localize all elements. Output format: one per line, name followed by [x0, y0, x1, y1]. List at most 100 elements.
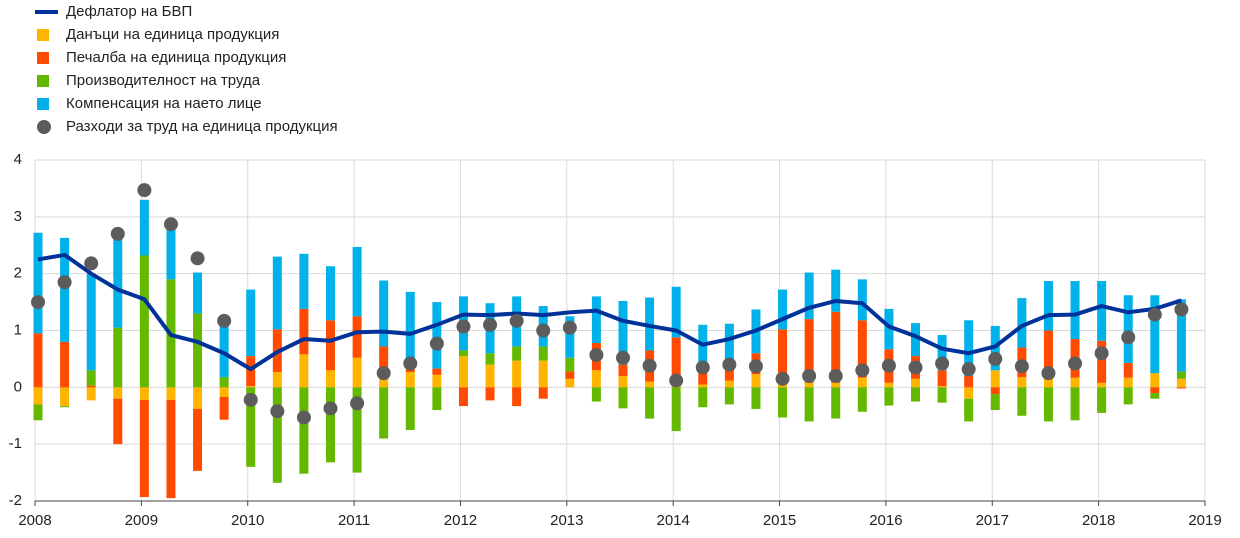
bar-segment — [804, 272, 814, 320]
x-tick-label: 2019 — [1188, 512, 1221, 529]
bar-segment — [432, 302, 442, 369]
bar-segment — [113, 398, 123, 445]
bar-segment — [219, 377, 229, 388]
bar-segment — [299, 354, 309, 388]
bar-segment — [857, 320, 867, 378]
bar-segment — [778, 289, 788, 330]
dot — [84, 256, 99, 271]
bar-segment — [512, 387, 522, 407]
bar-segment — [671, 337, 681, 385]
bar-segment — [193, 408, 203, 471]
legend-marker — [37, 52, 49, 64]
dot — [828, 368, 843, 383]
y-tick-label: 1 — [14, 321, 22, 338]
bar-segment — [33, 232, 43, 334]
bar-segment — [937, 335, 947, 371]
bar-segment — [246, 387, 256, 467]
bar-segment — [698, 387, 708, 408]
y-tick-label: -1 — [9, 435, 22, 452]
bar-segment — [618, 375, 628, 388]
bar-segment — [565, 316, 575, 358]
bar-segment — [884, 308, 894, 350]
bar-segment — [671, 286, 681, 338]
dot — [775, 371, 790, 386]
bar-segment — [1017, 298, 1027, 348]
dot — [163, 217, 178, 232]
bar-segment — [565, 357, 575, 372]
dot — [669, 373, 684, 388]
bar-segment — [485, 364, 495, 388]
dot — [536, 323, 551, 338]
x-tick-label: 2018 — [1082, 512, 1115, 529]
dot — [935, 356, 950, 371]
bar-segment — [139, 399, 149, 498]
legend-label: Производителност на труда — [66, 72, 261, 89]
bar-segment — [33, 404, 43, 421]
bar-segment — [272, 387, 282, 483]
bar-segment — [591, 370, 601, 388]
bar-segment — [565, 371, 575, 379]
y-tick-label: 0 — [14, 378, 22, 395]
bar-segment — [698, 365, 708, 385]
bar-segment — [166, 228, 176, 280]
bar-segment — [458, 387, 468, 407]
bar-segment — [60, 387, 70, 407]
dot — [1121, 330, 1136, 345]
bar-segment — [485, 387, 495, 401]
dot — [961, 362, 976, 377]
bar-segment — [166, 387, 176, 400]
bar-segment — [512, 360, 522, 388]
bar-segment — [139, 255, 149, 388]
bar-segment — [724, 380, 734, 388]
dot — [31, 295, 45, 310]
bar-segment — [964, 375, 974, 388]
bar-segment — [219, 396, 229, 420]
dot — [429, 336, 444, 351]
bar-segment — [1150, 387, 1160, 394]
dot — [110, 226, 125, 241]
bar-segment — [326, 266, 335, 321]
bar-segment — [326, 320, 335, 371]
x-tick-label: 2009 — [125, 512, 158, 529]
bar-segment — [751, 374, 761, 388]
dot — [376, 366, 391, 381]
bar-segment — [884, 382, 894, 388]
bar-segment — [831, 311, 841, 383]
bar-segment — [60, 341, 70, 388]
bar-segment — [352, 357, 362, 388]
bar-segment — [1123, 377, 1133, 388]
bar-segment — [1043, 330, 1053, 378]
bar-segment — [139, 199, 149, 256]
bar-segment — [86, 387, 96, 401]
bar-segment — [246, 386, 256, 388]
dot — [137, 183, 152, 198]
bar-segment — [352, 316, 362, 358]
dot — [1068, 356, 1083, 371]
bar-segment — [857, 279, 867, 321]
dot — [722, 357, 737, 372]
dot — [403, 356, 418, 371]
x-tick-label: 2017 — [976, 512, 1009, 529]
bar-segment — [618, 364, 628, 376]
dot — [483, 317, 498, 332]
legend-marker — [37, 29, 49, 41]
bar-segment — [591, 387, 601, 402]
bar-segment — [911, 387, 920, 402]
dot — [695, 360, 710, 375]
bar-segment — [884, 387, 894, 406]
bar-segment — [1043, 377, 1053, 388]
bar-segment — [432, 368, 442, 375]
bar-segment — [272, 256, 282, 330]
bar-segment — [326, 387, 335, 463]
bar-segment — [485, 353, 495, 365]
bar-segment — [937, 387, 947, 403]
bar-segment — [326, 370, 335, 388]
legend-label: Печалба на единица продукция — [66, 49, 286, 66]
bar-segment — [990, 387, 1000, 395]
dot — [642, 358, 657, 373]
bar-segment — [724, 323, 734, 364]
bar-segment — [831, 269, 841, 312]
dot — [855, 363, 870, 378]
dot — [1174, 302, 1189, 317]
y-tick-label: 2 — [14, 265, 22, 282]
